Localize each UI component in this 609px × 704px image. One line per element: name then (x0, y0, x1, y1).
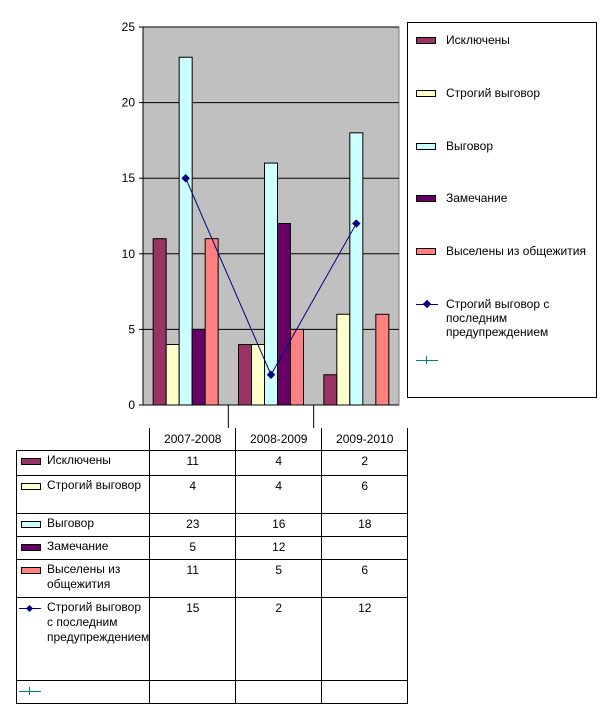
table-cell: 11 (149, 450, 237, 476)
table-cell: 4 (235, 450, 323, 476)
bar (191, 328, 206, 406)
table-row: Исключены 11 4 2 (15, 450, 409, 476)
legend-line (416, 360, 438, 361)
line-marker (266, 370, 276, 380)
bar (264, 162, 278, 406)
legend-label: Исключены (446, 33, 510, 47)
table-marker (29, 687, 30, 695)
table-corner (16, 428, 150, 451)
table-swatch (21, 567, 41, 574)
table-marker (25, 604, 34, 613)
table-row-label: Строгий выговор (15, 475, 151, 514)
y-tick-label: 25 (122, 20, 136, 34)
y-tick-label: 10 (122, 247, 136, 261)
table-row-label: Замечание (15, 536, 151, 560)
legend-swatch (416, 90, 436, 97)
table-label-text: Строгий выговор (47, 478, 142, 492)
legend-label: Выселены из общежития (446, 244, 586, 258)
legend-label: Замечание (446, 191, 508, 205)
y-tick-label: 5 (128, 322, 135, 336)
table-cell: 4 (149, 475, 237, 514)
table-label-text: Замечание (47, 539, 109, 553)
table-cell (149, 680, 237, 704)
table-line-key (19, 691, 41, 692)
table-label-text (47, 681, 149, 683)
table-cell: 2 (235, 597, 323, 681)
table-cell: 5 (149, 536, 237, 560)
y-tick-label: 15 (122, 171, 136, 185)
table-row-label: Исключены (15, 450, 151, 476)
bar (204, 238, 219, 406)
table-cell: 16 (235, 513, 323, 537)
bar (165, 344, 180, 406)
table-label-text: Исключены (47, 453, 111, 467)
legend-label: Строгий выговор (446, 86, 541, 100)
table-swatch (21, 544, 41, 551)
table-cell: 2 (321, 450, 409, 476)
legend-label: Выговор (446, 139, 494, 153)
table-row-label: Выселены из общежития (15, 559, 151, 598)
y-tick-label: 0 (128, 398, 135, 412)
line-marker (181, 173, 190, 183)
table-cell: 12 (321, 597, 409, 681)
table-row-label: Выговор (15, 513, 151, 537)
table-cell: 23 (149, 513, 237, 537)
bar (251, 344, 265, 406)
table-cell: 12 (235, 536, 323, 560)
legend-marker (422, 299, 432, 309)
table-row (15, 680, 409, 704)
bar (290, 328, 304, 406)
legend-marker (426, 356, 427, 364)
table-row: Выговор 23 16 18 (15, 513, 409, 537)
table-row: Выселены из общежития 11 5 6 (15, 559, 409, 598)
bar (152, 238, 167, 406)
table-cell (321, 536, 409, 560)
table-swatch (21, 458, 41, 465)
legend-swatch (416, 143, 436, 150)
table-label-text: Выселены из общежития (47, 562, 121, 591)
table-row-label: Строгий выговор с последним предупрежден… (15, 597, 151, 681)
data-table: 2007-2008 2008-2009 2009-2010 Исключены 11 4 2… (15, 428, 409, 704)
bar (277, 223, 291, 406)
table-swatch (21, 521, 41, 528)
bar (323, 374, 338, 406)
bar (336, 313, 351, 406)
bar (238, 344, 252, 406)
table-cell: 18 (321, 513, 409, 537)
table-row: Строгий выговор 4 4 6 (15, 475, 409, 514)
bar (178, 56, 193, 406)
table-cell (235, 680, 323, 704)
legend-swatch (416, 195, 436, 202)
table-cell: 4 (235, 475, 323, 514)
table-row: Замечание 5 12 (15, 536, 409, 560)
table-row-label (15, 680, 151, 704)
legend-swatch (416, 37, 436, 44)
table-cell: 11 (149, 559, 237, 598)
x-tick-label: 2009-2010 (321, 428, 409, 451)
table-label-text: Выговор (47, 516, 95, 530)
line-marker (352, 219, 361, 228)
legend-label: Строгий выговор с последним предупрежден… (446, 297, 550, 339)
table-swatch (21, 483, 41, 490)
table-header-row: 2007-2008 2008-2009 2009-2010 (16, 428, 409, 451)
table-row: Строгий выговор с последним предупрежден… (15, 597, 409, 681)
table-cell (321, 680, 409, 704)
table-cell: 6 (321, 559, 409, 598)
x-tick-label: 2008-2009 (235, 428, 323, 451)
bar (375, 313, 390, 406)
bar (349, 132, 364, 406)
x-tick-label: 2007-2008 (149, 428, 237, 451)
legend: Исключены Строгий выговор Выговор Замечание… (407, 22, 597, 398)
legend-swatch (416, 248, 436, 255)
table-cell: 15 (149, 597, 237, 681)
y-tick-label: 20 (122, 96, 136, 110)
table-label-text: Строгий выговор с последним предупрежден… (47, 600, 150, 644)
table-cell: 5 (235, 559, 323, 598)
table-cell: 6 (321, 475, 409, 514)
